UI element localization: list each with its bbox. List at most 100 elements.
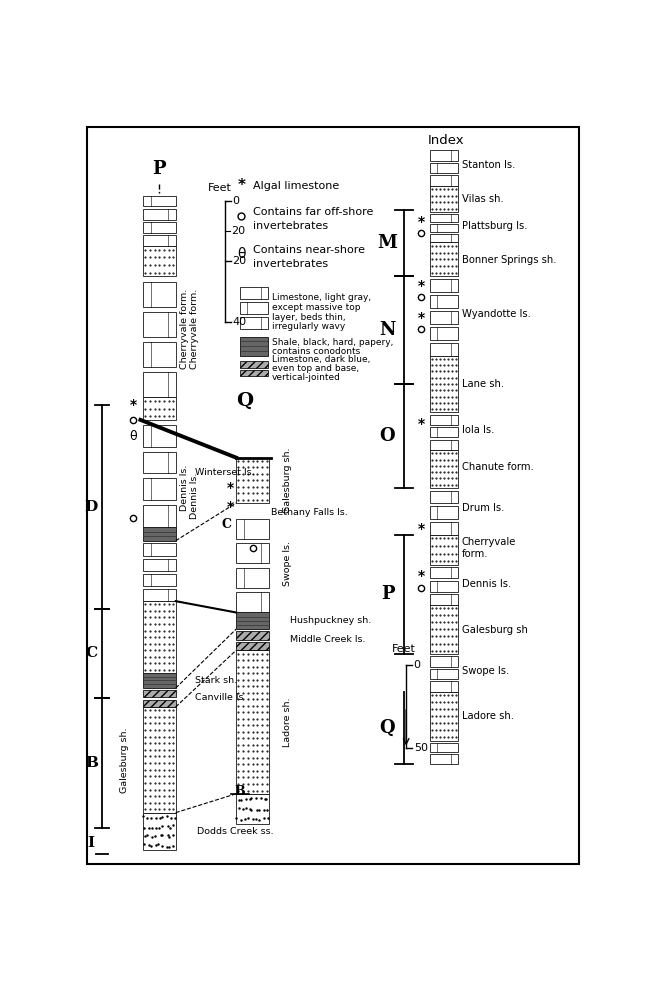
Text: Q: Q [380, 719, 395, 737]
Text: Dennis ls.: Dennis ls. [190, 472, 199, 519]
Bar [240, 336, 268, 356]
Bar [236, 642, 269, 650]
Bar [430, 327, 458, 339]
Bar [430, 280, 458, 292]
Text: Chanute form.: Chanute form. [462, 462, 534, 473]
Text: except massive top: except massive top [272, 303, 360, 312]
Bar [430, 163, 458, 173]
Bar [143, 235, 176, 246]
Bar [143, 589, 176, 601]
Text: Bonner Springs sh.: Bonner Springs sh. [462, 255, 556, 265]
Bar [430, 415, 458, 425]
Text: Cherryvale form.: Cherryvale form. [180, 289, 189, 370]
Text: invertebrates: invertebrates [252, 259, 328, 269]
Text: Dodds Creek ss.: Dodds Creek ss. [197, 827, 274, 836]
Bar [143, 505, 176, 527]
Bar [430, 150, 458, 161]
Bar [430, 214, 458, 223]
Bar [143, 451, 176, 474]
Bar [430, 342, 458, 356]
Text: M: M [378, 234, 398, 252]
Bar [236, 543, 269, 563]
Bar [143, 574, 176, 586]
Text: Limestone, light gray,: Limestone, light gray, [272, 293, 370, 302]
Text: P: P [381, 586, 395, 603]
Bar [143, 699, 176, 707]
Bar [143, 812, 176, 851]
Text: Hushpuckney sh.: Hushpuckney sh. [291, 616, 372, 625]
Bar [143, 195, 176, 206]
Text: *: * [226, 481, 233, 494]
Text: even top and base,: even top and base, [272, 364, 359, 373]
Text: *: * [129, 397, 136, 412]
Bar [430, 656, 458, 667]
Bar [143, 673, 176, 688]
Bar [143, 425, 176, 446]
Text: Lane sh.: Lane sh. [462, 379, 504, 388]
Text: 0: 0 [414, 660, 421, 670]
Text: invertebrates: invertebrates [252, 221, 328, 231]
Text: Galesburg sh: Galesburg sh [462, 625, 528, 635]
Bar [430, 490, 458, 503]
Bar [240, 286, 268, 299]
Text: Feet: Feet [392, 645, 415, 654]
Text: Ladore sh.: Ladore sh. [462, 711, 514, 721]
Text: Plattsburg ls.: Plattsburg ls. [462, 221, 527, 231]
Text: 0: 0 [233, 196, 239, 206]
Text: contains conodonts: contains conodonts [272, 347, 360, 356]
Bar [430, 439, 458, 450]
Bar [430, 224, 458, 232]
Text: θ: θ [237, 246, 246, 261]
Bar [430, 567, 458, 578]
Text: irregularly wavy: irregularly wavy [272, 323, 345, 332]
Bar [236, 632, 269, 640]
Text: B: B [84, 755, 98, 770]
Text: Index: Index [428, 133, 465, 147]
Bar [236, 650, 269, 794]
Text: Wyandotte ls.: Wyandotte ls. [462, 309, 530, 319]
Bar [143, 312, 176, 336]
Text: *: * [417, 215, 424, 229]
Bar [236, 593, 269, 612]
Bar [143, 342, 176, 367]
Text: *: * [417, 280, 424, 293]
Text: Contains near-shore: Contains near-shore [252, 245, 365, 255]
Text: Dennis ls.: Dennis ls. [462, 579, 511, 589]
Text: C: C [221, 518, 231, 531]
Text: Canville ls: Canville ls [194, 694, 243, 702]
Bar [236, 568, 269, 588]
Text: Winterset ls.: Winterset ls. [194, 468, 254, 477]
Bar [143, 558, 176, 571]
Text: Swope ls.: Swope ls. [283, 541, 292, 586]
Bar [143, 601, 176, 673]
Text: layer, beds thin,: layer, beds thin, [272, 313, 345, 322]
Text: D: D [84, 499, 98, 514]
Text: Shale, black, hard, papery,: Shale, black, hard, papery, [272, 338, 393, 347]
Bar [143, 397, 176, 420]
Bar [430, 356, 458, 412]
Bar [430, 450, 458, 488]
Text: Cherryvale
form.: Cherryvale form. [462, 538, 516, 559]
Text: Stark sh.: Stark sh. [194, 676, 237, 685]
Bar [430, 522, 458, 535]
Bar [430, 242, 458, 277]
Bar [430, 682, 458, 692]
Bar [240, 302, 268, 314]
Text: *: * [417, 523, 424, 537]
Bar [143, 282, 176, 306]
Bar [143, 690, 176, 697]
Bar [240, 317, 268, 330]
Bar [240, 370, 268, 376]
Bar [430, 295, 458, 308]
Text: *: * [226, 499, 233, 514]
Text: Stanton ls.: Stanton ls. [462, 160, 515, 170]
Bar [236, 794, 269, 824]
Text: Swope ls.: Swope ls. [462, 666, 509, 677]
Text: Contains far off-shore: Contains far off-shore [252, 207, 373, 217]
Bar [143, 707, 176, 812]
Bar [236, 457, 269, 503]
Text: θ: θ [129, 430, 137, 443]
Text: Dennis ls.: Dennis ls. [180, 465, 189, 511]
Text: Cherryvale form.: Cherryvale form. [190, 289, 199, 370]
Text: Vilas sh.: Vilas sh. [462, 193, 504, 203]
